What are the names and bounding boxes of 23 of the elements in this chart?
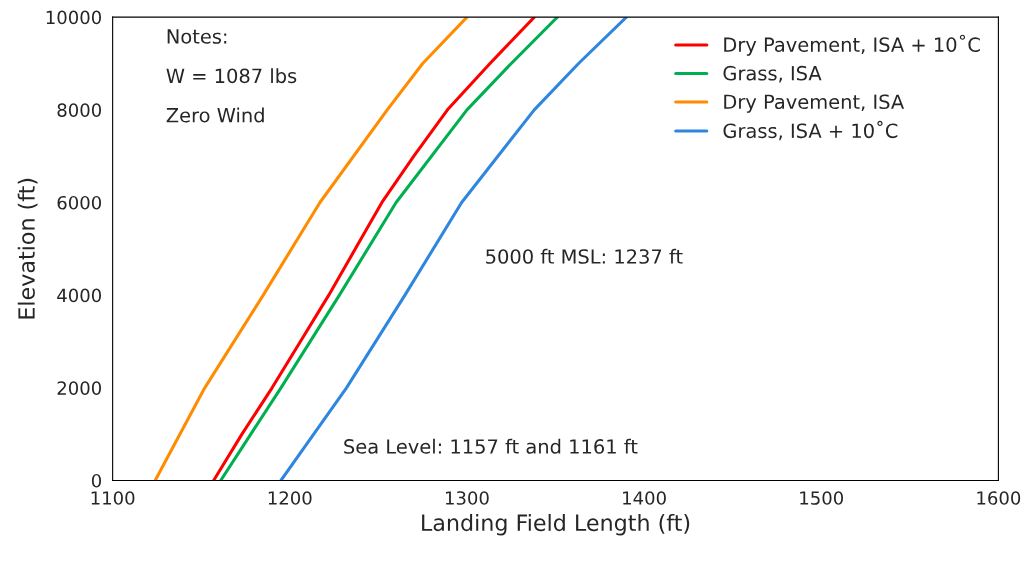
x-tick-label: 1300 (445, 491, 489, 505)
y-tick-label: 0 (91, 473, 102, 488)
x-tick-label: 1100 (91, 491, 135, 505)
y-tick-label: 8000 (57, 103, 102, 117)
x-tick-label: 1500 (800, 491, 844, 505)
legend-label: Grass, ISA + 10˚C (723, 120, 898, 141)
legend-label: Dry Pavement, ISA (724, 94, 905, 113)
annotation: 5000 ft MSL: 1237 ft (486, 248, 683, 264)
x-tick-label: 1400 (623, 491, 666, 505)
annotation: Notes: (167, 29, 227, 44)
x-tick-label: 1600 (977, 491, 1021, 505)
annotation: Zero Wind (166, 107, 264, 123)
y-tick-label: 10000 (46, 10, 102, 25)
legend-label: Dry Pavement, ISA + 10˚C (724, 34, 980, 56)
y-tick-label: 2000 (57, 381, 102, 395)
x-tick-label: 1200 (268, 491, 312, 505)
y-axis-title: Elevation (ft) (17, 178, 38, 319)
y-tick-label: 6000 (57, 195, 102, 210)
annotation: W = 1087 lbs (166, 68, 297, 84)
annotation: Sea Level: 1157 ft and 1161 ft (344, 438, 638, 454)
legend-label: Grass, ISA (723, 65, 822, 83)
y-tick-label: 4000 (57, 288, 102, 303)
x-axis-title: Landing Field Length (ft) (422, 513, 690, 536)
